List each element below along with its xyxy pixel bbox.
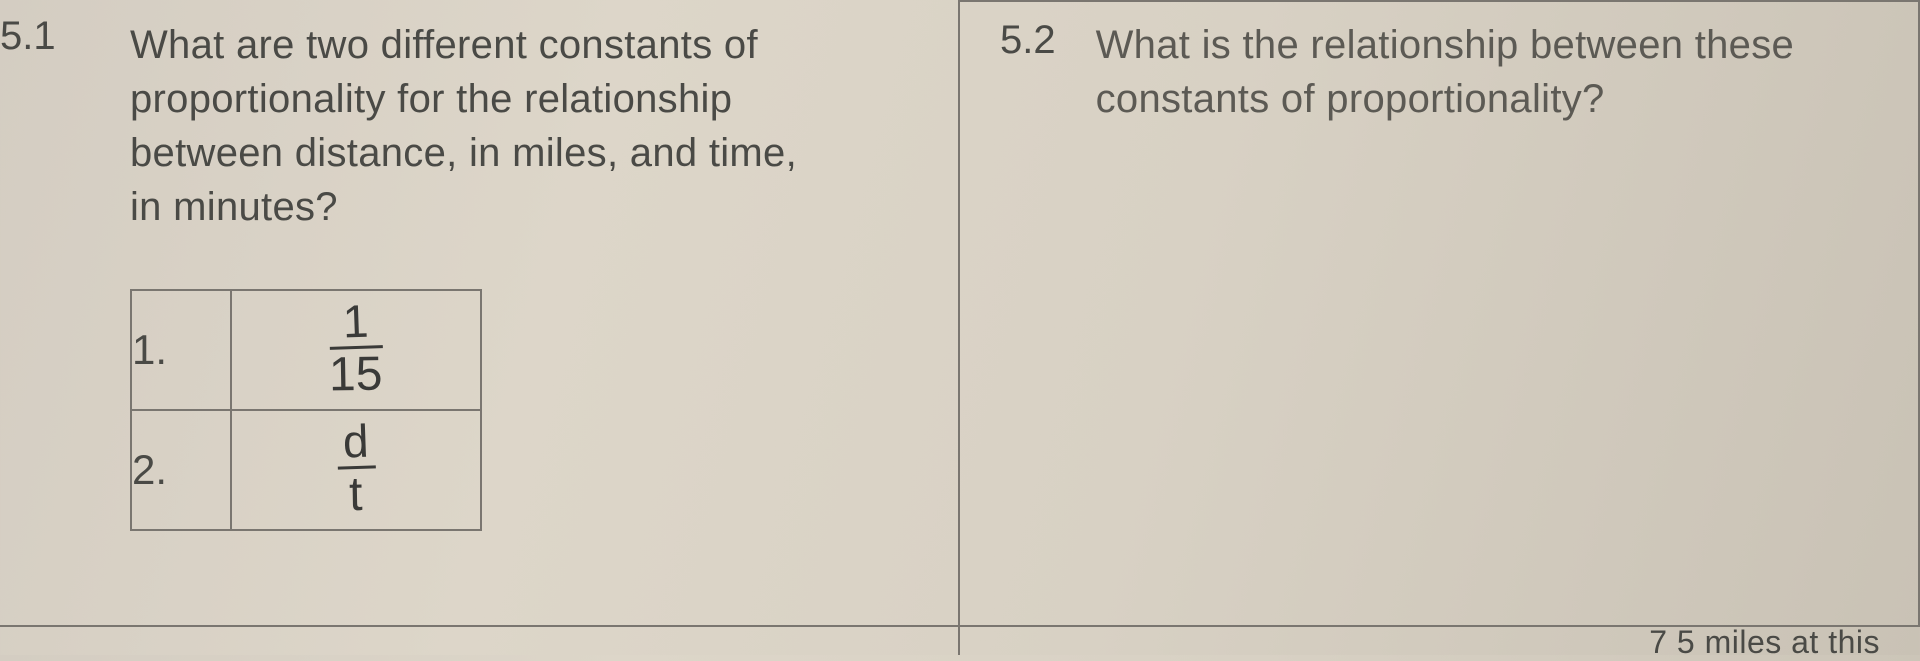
question-row-5-2: 5.2 What is the relationship between the… [1000,18,1880,126]
fraction-2: d t [337,418,375,519]
question-number-5-2: 5.2 [1000,18,1056,63]
fraction-1: 1 15 [329,298,382,399]
question-panel-5-1: 5.1 What are two different constants of … [0,0,960,655]
worksheet-container: 5.1 What are two different constants of … [0,0,1920,655]
fraction-1-numerator: 1 [328,297,383,350]
fraction-2-denominator: t [337,468,375,519]
question-text-5-2: What is the relationship between these c… [1096,18,1816,126]
table-row: 2. d t [131,410,481,530]
page-edge-fragment: 7 5 miles at this [1649,624,1880,661]
answer-value-2: d t [231,410,481,530]
fraction-2-numerator: d [336,417,375,469]
question-number-5-1: 5.1 [0,14,56,59]
answer-table: 1. 1 15 2. d t [130,289,482,531]
question-panel-5-2: 5.2 What is the relationship between the… [960,0,1920,655]
question-text-5-1: What are two different constants of prop… [130,18,830,234]
answer-label-2: 2. [131,410,231,530]
fraction-1-denominator: 15 [329,348,383,399]
answer-value-1: 1 15 [231,290,481,410]
answer-label-1: 1. [131,290,231,410]
table-row: 1. 1 15 [131,290,481,410]
